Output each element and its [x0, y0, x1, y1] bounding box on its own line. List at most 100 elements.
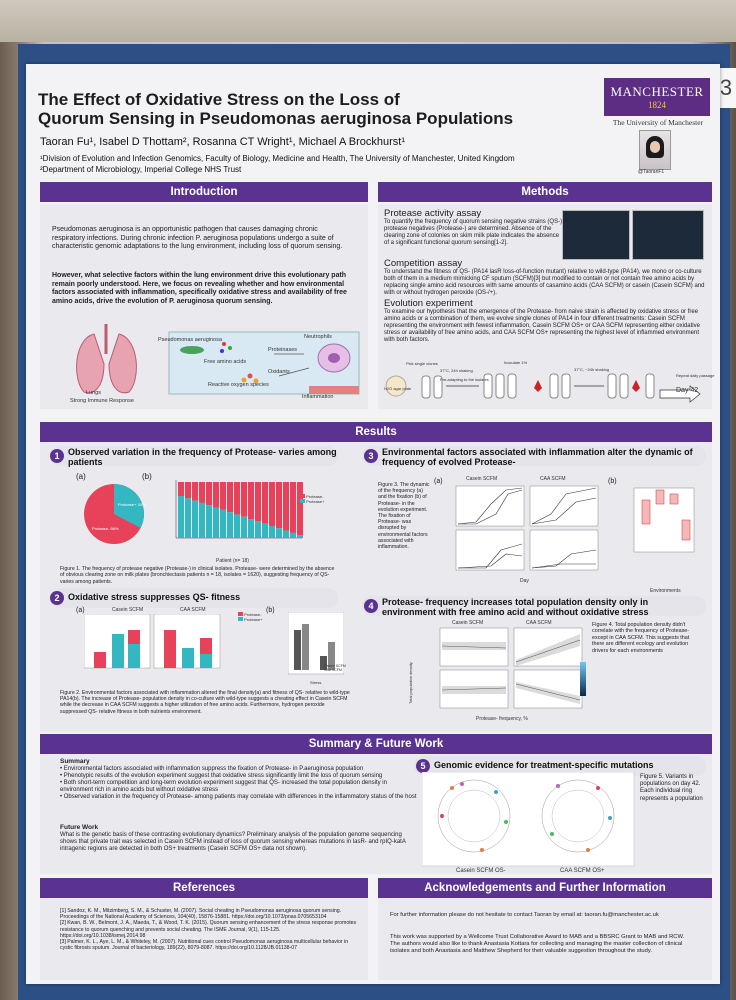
r2b-legend: Casein SCFM CAA SCFM	[324, 664, 354, 672]
flow-label-inoculate: Inoculate 1%	[504, 360, 528, 365]
r5-circos-plots	[422, 772, 635, 867]
r3b-box-plot	[633, 487, 695, 553]
r3-label-b: (b)	[608, 478, 617, 485]
fig-label-pa: Pseudomonas aeruginosa	[158, 337, 222, 343]
bar-protease-neg	[206, 482, 212, 506]
r4-xlabel: Protease- frequency, %	[476, 716, 528, 722]
r1-number: 1	[50, 449, 64, 463]
bar-protease-pos	[206, 505, 212, 538]
methods-s2-title: Competition assay	[384, 258, 463, 269]
r2b-legend-caa: CAA SCFM	[324, 668, 342, 672]
title-line-1: The Effect of Oxidative Stress on the Lo…	[38, 90, 400, 109]
bar-protease-pos	[290, 532, 296, 538]
plate-image-2	[632, 210, 704, 260]
summary-bullet-2: • Phenotypic results of the evolution ex…	[60, 773, 383, 779]
author-photo	[639, 130, 671, 170]
bar-protease-neg	[248, 482, 254, 520]
poster: The Effect of Oxidative Stress on the Lo…	[26, 64, 720, 984]
r2-legend: Protease- Protease+	[238, 612, 278, 622]
flow-label-shaking-2: 37°C, ~24h shaking	[574, 367, 610, 372]
bar-protease-pos	[262, 523, 268, 538]
bar-protease-neg	[276, 482, 282, 529]
future-text: What is the genetic basis of these contr…	[60, 832, 406, 852]
r4-panel-casein: Casein SCFM	[452, 620, 484, 626]
references-list: [1] Sandoz, K. M., Mitzimberg, S. M., & …	[60, 908, 360, 951]
r1-label-b: (b)	[142, 472, 152, 481]
flow-label-plate: H2O agar plate	[384, 386, 412, 391]
r3-xlabel: Day	[520, 578, 529, 584]
bar-protease-pos	[283, 530, 289, 538]
reference-3: [3] Palmer, K. L., Aye, L. M., & Whitele…	[60, 939, 349, 952]
r1-label-a: (a)	[76, 472, 86, 481]
fig-label-ros: Reactive oxygen species	[208, 382, 269, 388]
logo-year: 1824	[648, 100, 666, 110]
r2-legend-neg: Protease-	[244, 612, 262, 617]
affiliation-2: ²Department of Microbiology, Imperial Co…	[40, 165, 242, 174]
methods-s3-text: To examine our hypothesis that the emerg…	[384, 309, 700, 343]
bar-protease-pos	[199, 502, 205, 538]
r3-panel-caa: CAA SCFM	[540, 476, 566, 482]
r5-caption: Figure 5. Variants in populations on day…	[640, 774, 703, 802]
summary-bullets: • Environmental factors associated with …	[60, 766, 418, 801]
r3-title-bar	[362, 446, 706, 466]
bar-protease-neg	[262, 482, 268, 524]
r4-panel-caa: CAA SCFM	[526, 620, 552, 626]
r2a-bar-chart	[84, 614, 221, 669]
r2b-xlabel: Stress	[310, 680, 322, 685]
bar-protease-neg	[192, 482, 198, 501]
methods-s3-title: Evolution experiment	[384, 298, 473, 309]
r2-caption: Figure 2. Environmental factors associat…	[60, 690, 350, 715]
r2b-bar-chart	[288, 612, 344, 675]
results-panel	[40, 442, 712, 732]
r1-stacked-bars	[175, 480, 303, 539]
references-header: References	[40, 878, 368, 898]
intro-paragraph-2: However, what selective factors within t…	[52, 272, 347, 305]
intro-header: Introduction	[40, 182, 368, 202]
intro-paragraph-1: Pseudomonas aeruginosa is an opportunist…	[52, 226, 343, 250]
r2-panel-caa: CAA SCFM	[180, 607, 206, 613]
twitter-handle: @TaoranF1	[638, 169, 665, 175]
r2-title: Oxidative stress suppresses QS- fitness	[68, 592, 241, 602]
affiliation-1: ¹Division of Evolution and Infection Gen…	[40, 154, 515, 163]
bar-protease-neg	[234, 482, 240, 515]
r3-number: 3	[364, 449, 378, 463]
bar-protease-neg	[255, 482, 261, 522]
wall-top	[0, 0, 736, 42]
r4-title: Protease- frequency increases total popu…	[382, 597, 649, 617]
future-title: Future Work	[60, 824, 99, 831]
ack-panel: For further information please do not he…	[378, 898, 712, 980]
logo-name: MANCHESTER	[610, 84, 704, 99]
bar-protease-pos	[297, 535, 303, 538]
bar-protease-pos	[276, 528, 282, 538]
r1-pie-chart	[84, 484, 144, 544]
bar-protease-neg	[297, 482, 303, 536]
r2b-legend-casein: Casein SCFM	[324, 664, 346, 668]
r5-label-1: Casein SCFM OS-	[456, 868, 506, 874]
intro-figure	[76, 324, 360, 395]
flow-label-repeat: Repeat daily passage	[676, 373, 715, 378]
evolution-flow-diagram	[385, 373, 701, 403]
flow-label-shaking: 37°C, 24h shaking	[440, 368, 473, 373]
flow-label-pick: Pick single clones	[406, 361, 438, 366]
ack-header: Acknowledgements and Further Information	[378, 878, 712, 898]
r1-legend: Protease- Protease+	[300, 494, 338, 504]
r3-label-a: (a)	[434, 478, 443, 485]
r5-label-2: CAA SCFM OS+	[560, 868, 605, 874]
summary-bullet-4: • Observed variation in the frequency of…	[60, 794, 417, 800]
methods-panel: Protease activity assay To quantify the …	[378, 204, 712, 409]
flow-day-42: Day 42	[676, 387, 699, 394]
bar-protease-pos	[178, 496, 184, 538]
intro-panel: Pseudomonas aeruginosa is an opportunist…	[40, 204, 368, 409]
r4-title-bar	[362, 596, 706, 616]
fig-label-aa: Free amino acids	[204, 359, 247, 365]
methods-s1-title: Protease activity assay	[384, 208, 482, 219]
r1-xlabel: Patient (n= 18)	[216, 558, 249, 564]
r3-panel-casein: Casein SCFM	[466, 476, 498, 482]
flow-label-preadapt: Pre-adapting to the isolates	[440, 377, 489, 382]
r3-caption: Figure 3. The dynamic of the frequency (…	[378, 482, 430, 551]
methods-s1-text: To quantify the frequency of quorum sens…	[384, 219, 564, 246]
bar-protease-neg	[290, 482, 296, 533]
bar-protease-neg	[213, 482, 219, 508]
ack-funding: This work was supported by a Wellcome Tr…	[390, 934, 685, 954]
r5-title-bar	[414, 756, 706, 776]
